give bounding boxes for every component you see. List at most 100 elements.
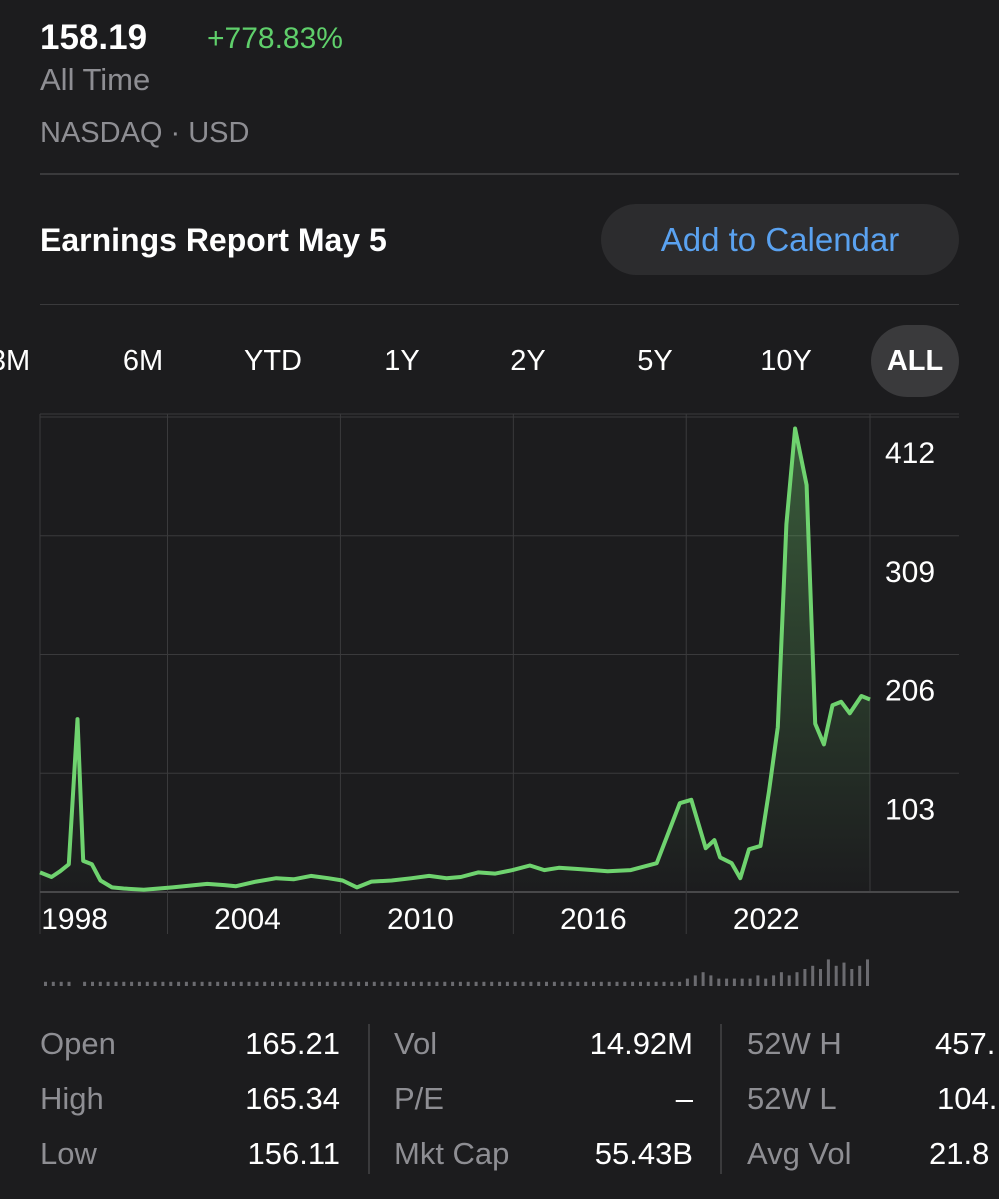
stat-value-52w-high: 457. <box>935 1026 996 1061</box>
divider <box>40 304 959 305</box>
exchange-currency-label: NASDAQ · USD <box>40 117 250 149</box>
stat-value-low: 156.11 <box>247 1136 340 1171</box>
stock-price: 158.19 <box>40 18 148 57</box>
volume-bar <box>474 981 478 986</box>
volume-bar <box>787 975 791 986</box>
volume-bar <box>302 981 306 986</box>
volume-bar <box>725 978 729 986</box>
volume-bar <box>458 981 462 986</box>
volume-bar <box>599 981 603 986</box>
volume-bar <box>451 981 455 986</box>
volume-bar <box>826 959 830 986</box>
volume-bar <box>278 981 282 986</box>
volume-bar <box>161 981 165 986</box>
volume-bar <box>466 981 470 986</box>
volume-bar <box>106 981 110 986</box>
range-tab-ytd[interactable]: YTD <box>244 345 302 377</box>
stat-label-vol: Vol <box>394 1026 438 1061</box>
volume-bar <box>122 981 126 986</box>
volume-bar <box>490 981 494 986</box>
volume-bar <box>678 981 682 986</box>
stats-divider <box>368 1024 370 1174</box>
volume-bar <box>623 981 627 986</box>
x-axis-labels: 1998 2004 2010 2016 2022 <box>41 903 799 936</box>
volume-bar <box>51 981 55 986</box>
volume-bar <box>568 981 572 986</box>
volume-bar <box>91 981 94 986</box>
volume-bar <box>505 981 509 986</box>
volume-bar <box>662 981 666 986</box>
volume-bar <box>576 981 580 986</box>
volume-bar <box>748 978 752 986</box>
volume-bar <box>255 981 259 986</box>
y-tick-label: 309 <box>885 556 935 589</box>
volume-bar <box>732 978 736 986</box>
stats-panel: Open 165.21 High 165.34 Low 156.11 Vol 1… <box>0 1016 999 1186</box>
y-tick-label: 206 <box>885 675 935 708</box>
range-tab-2y[interactable]: 2Y <box>510 345 546 377</box>
earnings-report-label: Earnings Report May 5 <box>40 222 387 258</box>
chart-grid <box>39 413 959 934</box>
x-tick-label: 2022 <box>733 903 800 936</box>
volume-bar <box>98 981 102 986</box>
x-tick-label: 1998 <box>41 903 108 936</box>
volume-bar <box>224 981 228 986</box>
range-tab-6m[interactable]: 6M <box>122 345 164 377</box>
volume-bar <box>545 981 548 986</box>
volume-bar <box>271 981 274 986</box>
volume-bar <box>654 981 658 986</box>
volume-bar <box>247 981 251 986</box>
add-to-calendar-button[interactable]: Add to Calendar <box>601 204 959 275</box>
volume-bar <box>756 975 760 986</box>
volume-bar <box>310 981 314 986</box>
y-tick-label: 103 <box>885 793 935 826</box>
volume-bar <box>67 981 71 986</box>
time-range-selector: 3M 6M YTD 1Y 2Y 5Y 10Y ALL <box>0 325 999 397</box>
volume-bar <box>795 972 799 986</box>
percent-change: +778.83% <box>207 22 343 55</box>
range-tab-3m[interactable]: 3M <box>0 345 31 377</box>
volume-bar <box>59 981 63 986</box>
y-axis-labels: 412 309 206 103 <box>885 437 935 826</box>
volume-bar <box>639 981 642 986</box>
price-line <box>39 426 871 892</box>
volume-bar <box>764 978 768 986</box>
range-tab-1y[interactable]: 1Y <box>384 345 420 377</box>
volume-bar <box>318 981 321 986</box>
volume-bar <box>169 981 173 986</box>
volume-bar <box>130 981 134 986</box>
volume-bar <box>44 981 47 986</box>
stat-label-52w-high: 52W H <box>747 1026 842 1061</box>
volume-bar <box>396 981 400 986</box>
volume-bar <box>192 981 196 986</box>
volume-bar <box>670 981 674 986</box>
volume-bar <box>286 981 290 986</box>
volume-bar <box>701 972 705 986</box>
volume-bar <box>114 981 118 986</box>
stat-label-avg-vol: Avg Vol <box>747 1136 852 1171</box>
time-period-label: All Time <box>40 62 151 97</box>
stat-value-52w-low: 104. <box>937 1081 998 1116</box>
volume-bar <box>740 978 744 986</box>
volume-bar <box>521 981 525 986</box>
volume-bar <box>709 975 713 986</box>
volume-bar <box>803 969 807 986</box>
range-tab-5y[interactable]: 5Y <box>637 345 673 377</box>
stat-value-mkt-cap: 55.43B <box>594 1136 693 1171</box>
stat-value-vol: 14.92M <box>589 1026 693 1061</box>
stat-label-low: Low <box>40 1136 97 1171</box>
volume-bar <box>584 981 588 986</box>
volume-bar <box>607 981 611 986</box>
price-chart[interactable]: 412 309 206 103 1998 2004 2010 2016 2022 <box>0 412 999 992</box>
range-tab-all[interactable]: ALL <box>871 325 959 397</box>
volume-bar <box>349 981 353 986</box>
volume-bar <box>858 965 862 986</box>
volume-bar <box>365 981 368 986</box>
volume-bar <box>646 981 650 986</box>
volume-bar <box>388 981 392 986</box>
volume-bar <box>145 981 149 986</box>
stat-label-pe: P/E <box>394 1081 444 1116</box>
range-tab-10y[interactable]: 10Y <box>760 345 812 377</box>
volume-bar <box>834 965 838 986</box>
volume-bar <box>772 975 776 986</box>
